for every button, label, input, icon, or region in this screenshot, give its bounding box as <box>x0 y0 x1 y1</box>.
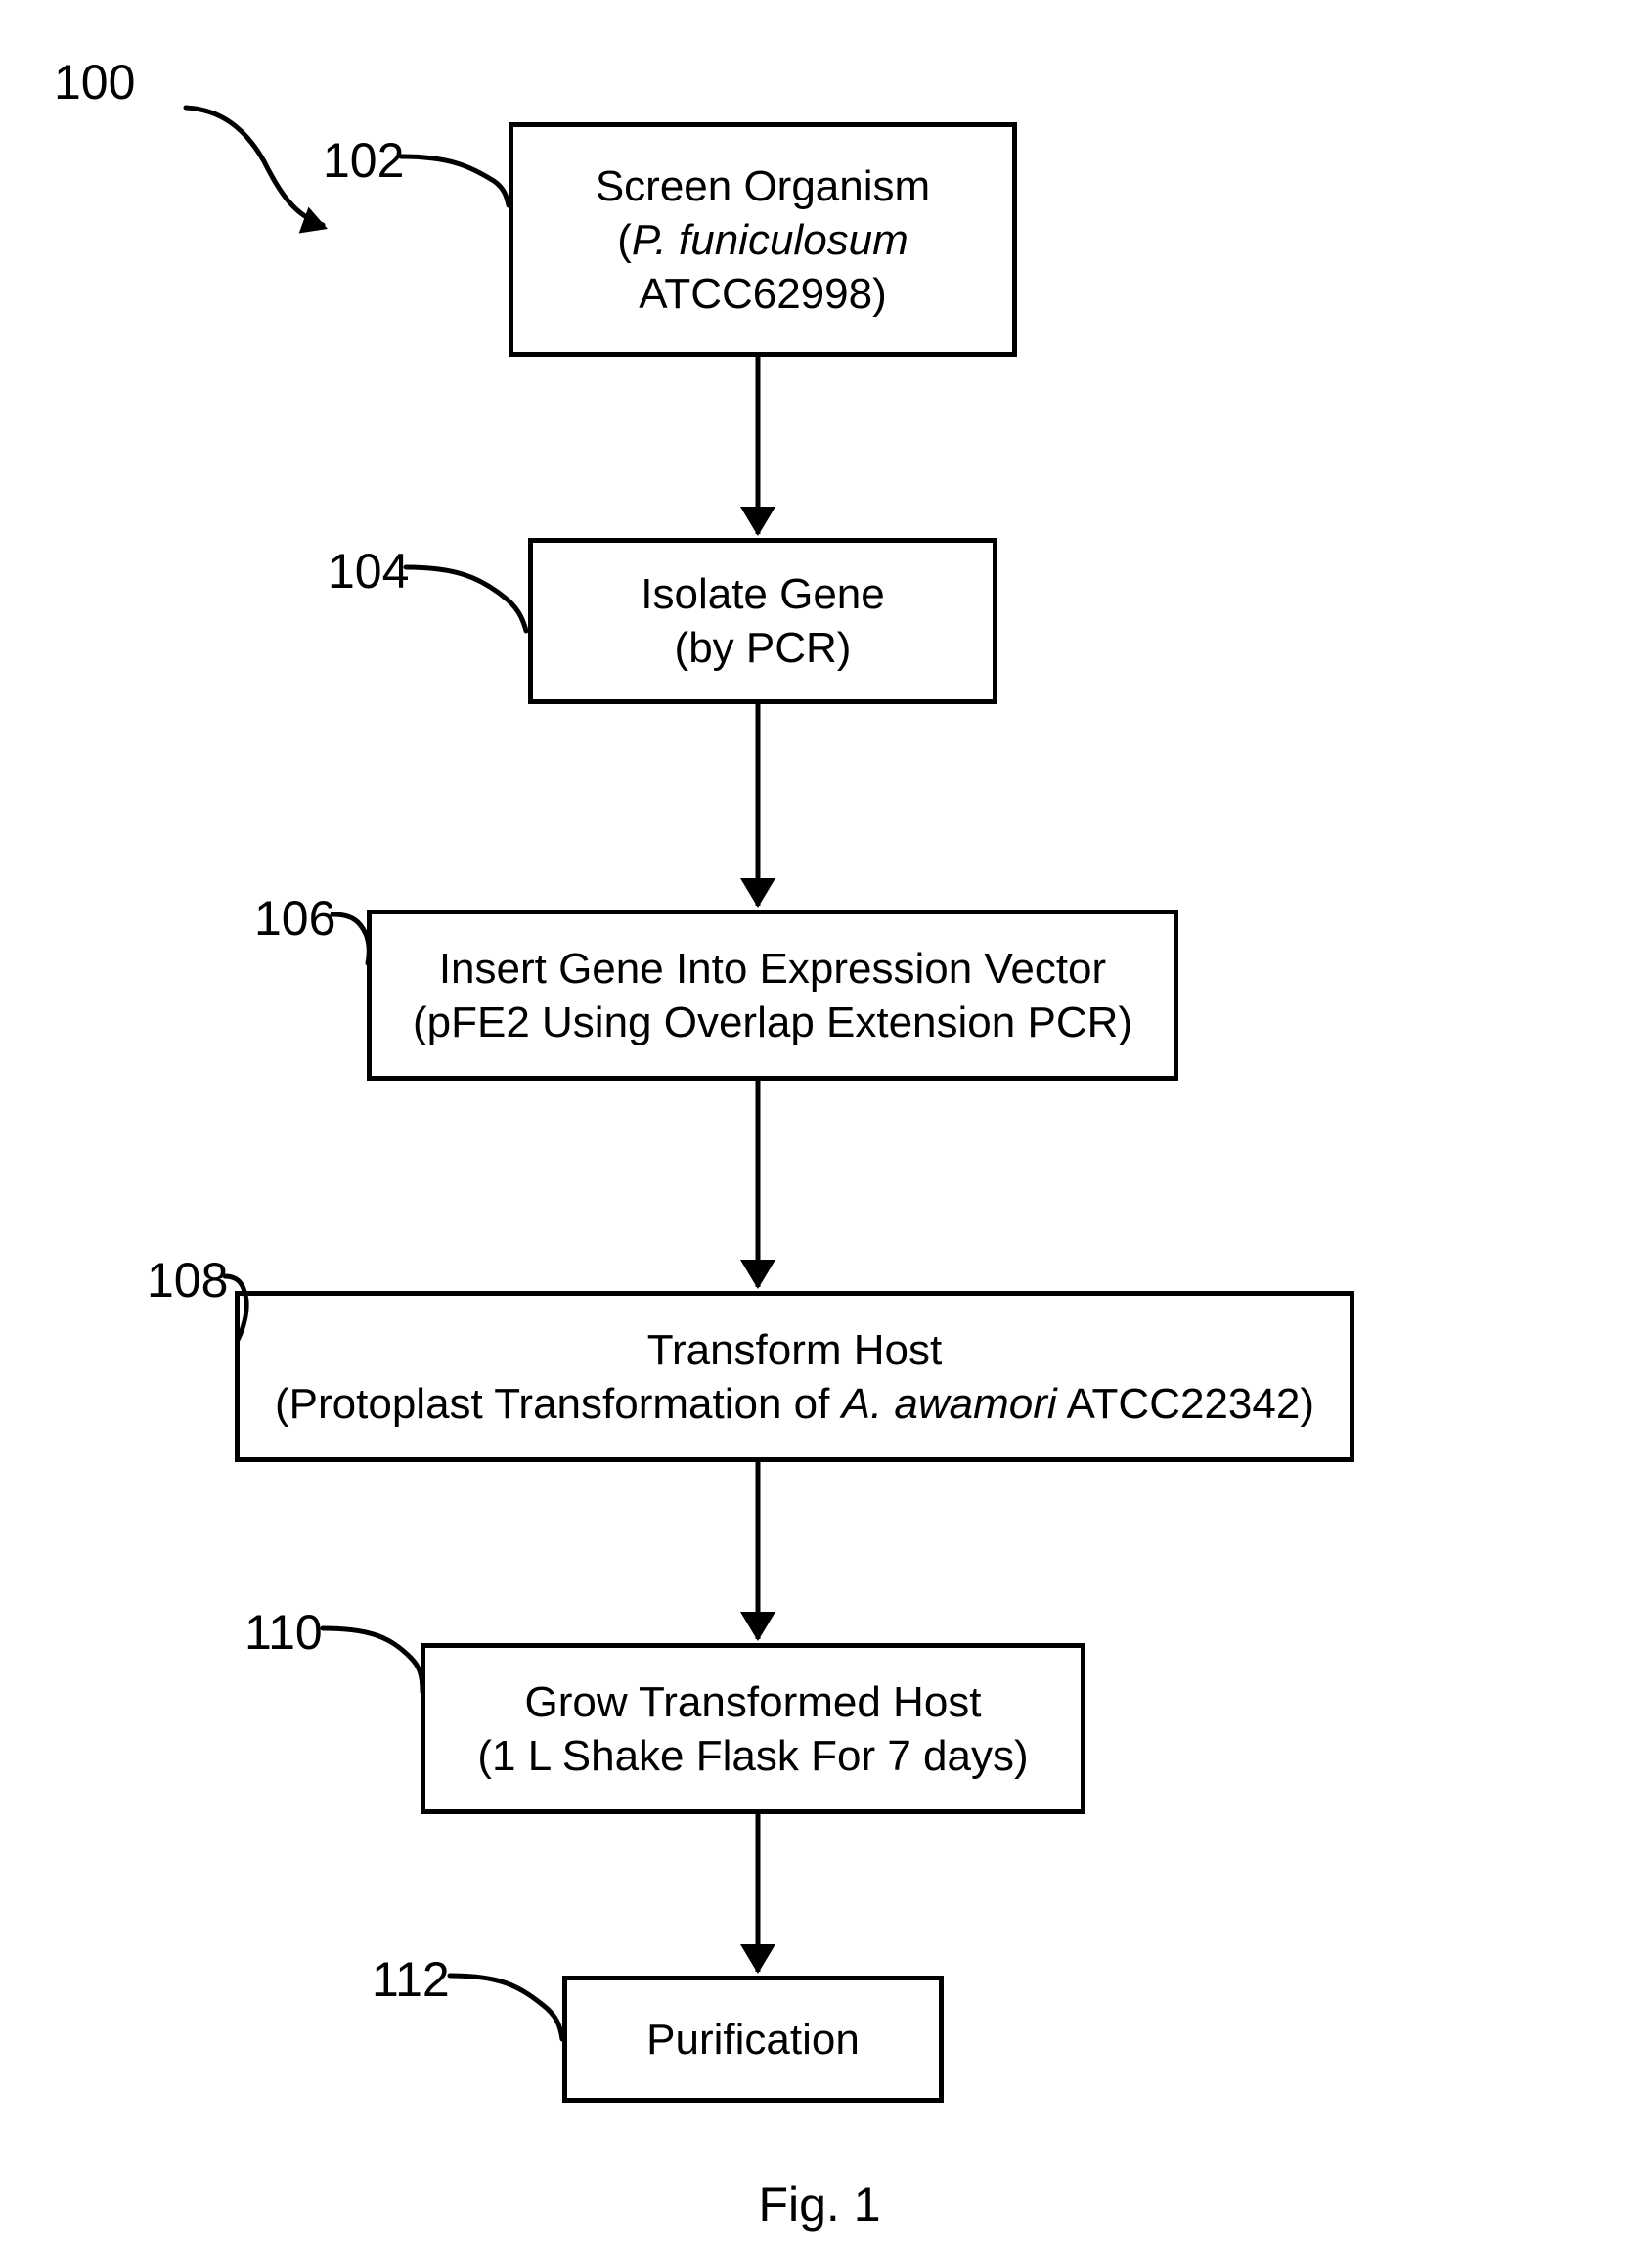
flow-arrow-head-0 <box>740 507 775 536</box>
flow-arrows <box>0 0 1639 2268</box>
flowchart-canvas: 100 Screen Organism(P. funiculosumATCC62… <box>0 0 1639 2268</box>
flow-arrow-head-4 <box>740 1944 775 1974</box>
flow-arrow-head-1 <box>740 878 775 908</box>
flow-arrow-head-3 <box>740 1612 775 1641</box>
flow-arrow-head-2 <box>740 1260 775 1289</box>
figure-caption: Fig. 1 <box>0 2176 1639 2233</box>
